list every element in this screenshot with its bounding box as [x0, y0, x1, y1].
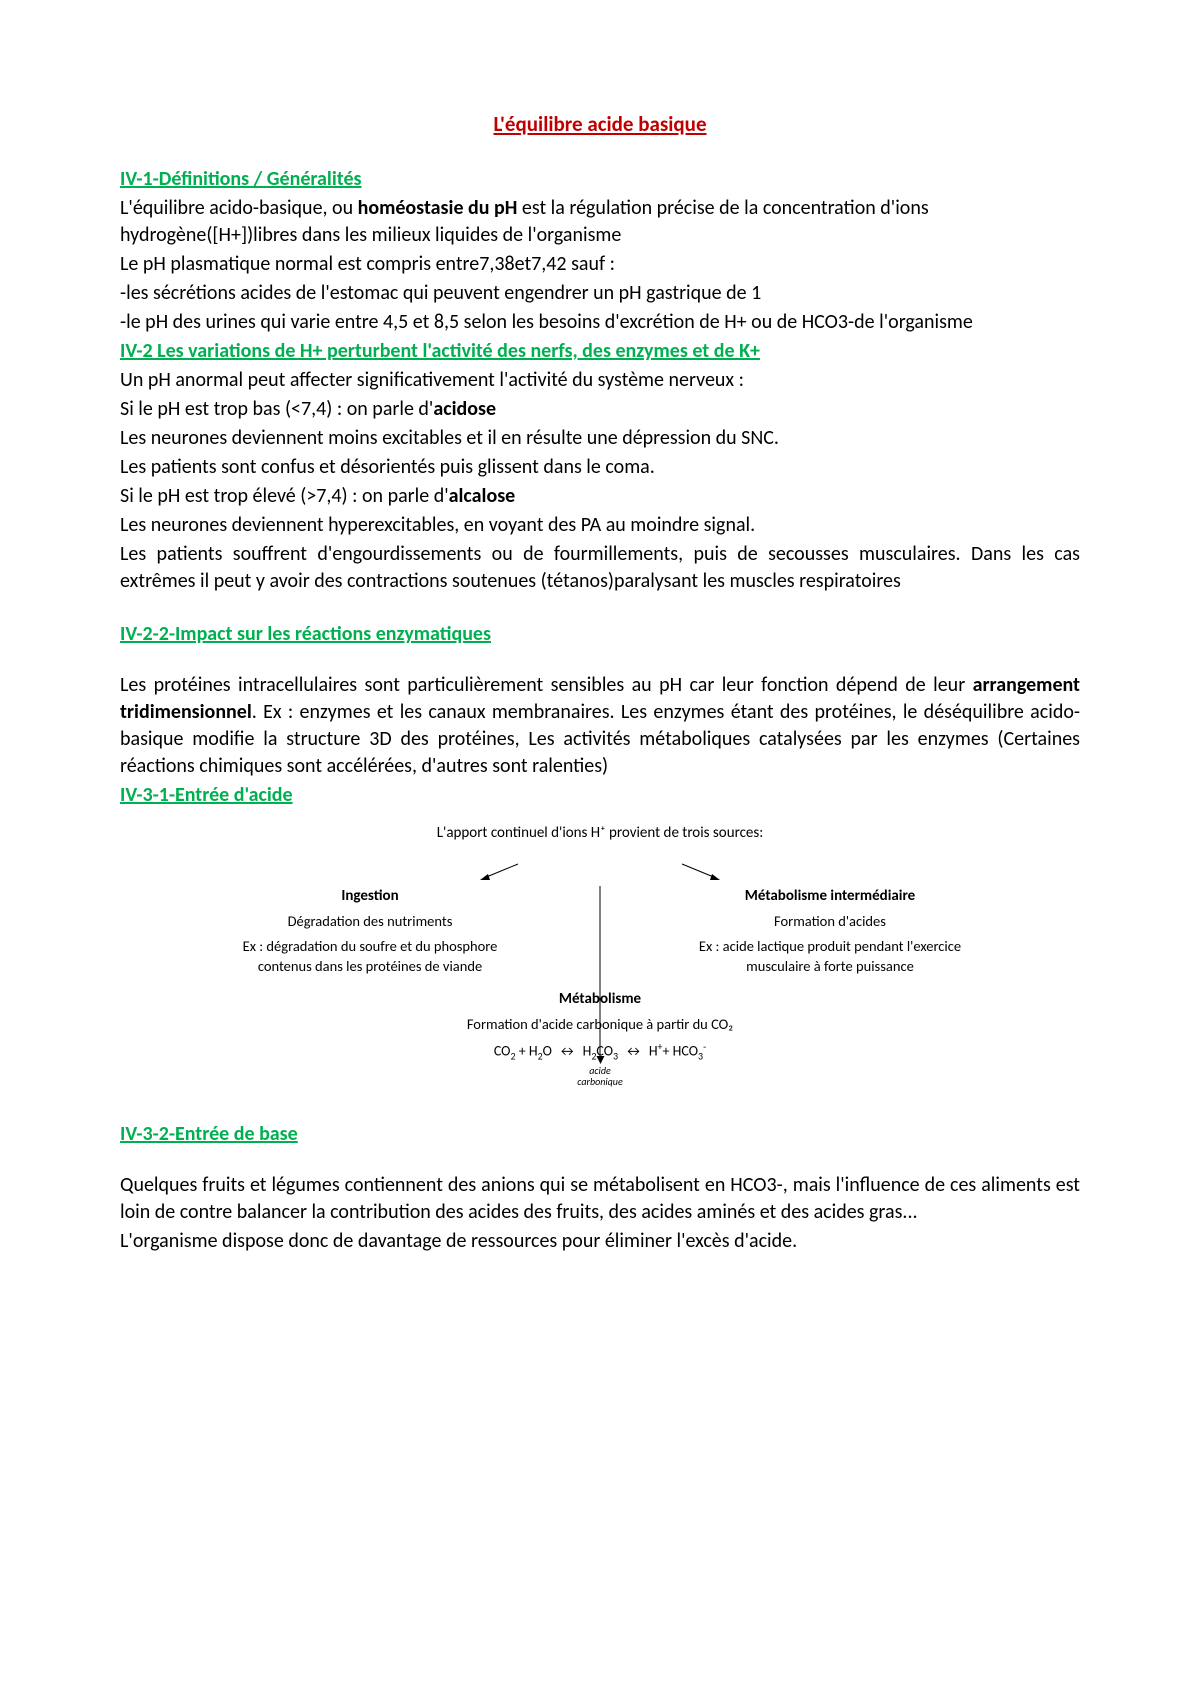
spacer	[120, 650, 1080, 672]
paragraph-indent: Si le pH est trop élevé (>7,4) : on parl…	[120, 483, 1080, 510]
paragraph: L'équilibre acido-basique, ou homéostasi…	[120, 195, 1080, 249]
diagram-col-title: Métabolisme intermédiaire	[680, 886, 980, 906]
paragraph: Quelques fruits et légumes contiennent d…	[120, 1172, 1080, 1226]
paragraph: Les protéines intracellulaires sont part…	[120, 672, 1080, 780]
diagram-acid-sources: L'apport continuel d'ions H⁺ provient de…	[220, 823, 980, 1087]
diagram-vertical-arrow	[600, 886, 605, 1064]
text-bold: acidose	[433, 397, 496, 421]
text: Les protéines intracellulaires sont part…	[120, 673, 973, 697]
diagram-text: Ex : acide lactique produit pendant l'ex…	[680, 937, 980, 976]
arrow-right-icon	[680, 862, 720, 880]
document-page: L'équilibre acide basique IV-1-Définitio…	[0, 0, 1200, 1698]
paragraph: Les patients souffrent d'engourdissement…	[120, 541, 1080, 595]
heading-variations: IV-2 Les variations de H+ perturbent l'a…	[120, 338, 1080, 365]
diagram-left-column: Ingestion Dégradation des nutriments Ex …	[220, 886, 520, 977]
diagram-text: Formation d'acides	[680, 912, 980, 932]
spacer	[120, 1097, 1080, 1119]
diagram-text: Dégradation des nutriments	[220, 912, 520, 932]
text: L'équilibre acido-basique, ou	[120, 196, 358, 220]
paragraph: Un pH anormal peut affecter significativ…	[120, 367, 1080, 394]
paragraph: L'organisme dispose donc de davantage de…	[120, 1228, 1080, 1255]
paragraph: Le pH plasmatique normal est compris ent…	[120, 251, 1080, 278]
spacer	[120, 597, 1080, 619]
text-bold: alcalose	[449, 484, 516, 508]
text: . Ex : enzymes et les canaux membranaire…	[120, 700, 1080, 778]
heading-entree-base: IV-3-2-Entrée de base	[120, 1121, 1080, 1148]
paragraph: -le pH des urines qui varie entre 4,5 et…	[120, 309, 1080, 336]
paragraph: Les patients sont confus et désorientés …	[120, 454, 1080, 481]
heading-definitions: IV-1-Définitions / Généralités	[120, 166, 1080, 193]
diagram-text: Ex : dégradation du soufre et du phospho…	[220, 937, 520, 976]
page-title: L'équilibre acide basique	[120, 110, 1080, 138]
heading-entree-acide: IV-3-1-Entrée d'acide	[120, 782, 1080, 809]
text: Si le pH est trop élevé (>7,4) : on parl…	[120, 484, 449, 508]
diagram-right-column: Métabolisme intermédiaire Formation d'ac…	[680, 886, 980, 977]
text: Si le pH est trop bas (<7,4) : on parle …	[120, 397, 433, 421]
arrow-left-icon	[480, 862, 520, 880]
paragraph: -les sécrétions acides de l'estomac qui …	[120, 280, 1080, 307]
diagram-formula-note: acidecarbonique	[220, 1065, 980, 1087]
heading-enzymes: IV-2-2-Impact sur les réactions enzymati…	[120, 621, 1080, 648]
diagram-col-title: Ingestion	[220, 886, 520, 906]
spacer	[120, 1150, 1080, 1172]
paragraph-indent: Si le pH est trop bas (<7,4) : on parle …	[120, 396, 1080, 423]
diagram-arrows	[220, 858, 980, 884]
text-bold: homéostasie du pH	[358, 196, 518, 220]
diagram-caption: L'apport continuel d'ions H⁺ provient de…	[220, 823, 980, 843]
paragraph: Les neurones deviennent moins excitables…	[120, 425, 1080, 452]
paragraph: Les neurones deviennent hyperexcitables,…	[120, 512, 1080, 539]
